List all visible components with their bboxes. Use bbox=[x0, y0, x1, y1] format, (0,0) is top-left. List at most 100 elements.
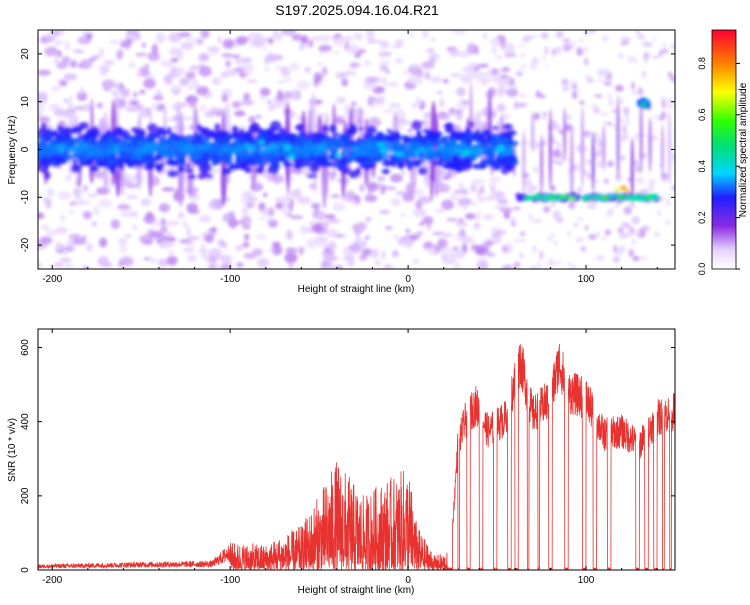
heatmap-blob bbox=[315, 155, 328, 163]
heatmap-blob bbox=[186, 202, 198, 213]
snr-frame bbox=[37, 328, 676, 571]
heatmap-blob bbox=[139, 66, 150, 77]
heatmap-blob bbox=[652, 36, 658, 41]
heatmap-blob bbox=[376, 96, 386, 105]
heatmap-blob bbox=[399, 121, 404, 132]
heatmap-blob bbox=[364, 141, 374, 149]
heatmap-blob bbox=[63, 99, 69, 103]
heatmap-blob bbox=[571, 127, 577, 132]
heatmap-blob bbox=[59, 127, 69, 132]
heatmap-blob bbox=[413, 77, 424, 86]
heatmap-blob bbox=[300, 163, 307, 168]
heatmap-blob bbox=[385, 69, 391, 74]
heatmap-blob bbox=[384, 266, 391, 269]
heatmap-blob bbox=[605, 122, 614, 126]
heatmap-blob bbox=[660, 111, 667, 120]
heatmap-blob bbox=[270, 126, 277, 133]
heatmap-blob bbox=[487, 157, 494, 168]
chart-title: S197.2025.094.16.04.R21 bbox=[275, 2, 439, 18]
heatmap-blob bbox=[412, 258, 420, 265]
heatmap-blob bbox=[631, 230, 641, 236]
heatmap-blob bbox=[397, 237, 406, 246]
heatmap-blob bbox=[187, 254, 197, 263]
heatmap-blob bbox=[426, 48, 435, 53]
heatmap-blob bbox=[519, 231, 526, 236]
heatmap-blob bbox=[264, 67, 271, 72]
heatmap-blob bbox=[236, 36, 248, 45]
heatmap-blob bbox=[395, 57, 403, 65]
heatmap-blob bbox=[254, 234, 268, 240]
heatmap-blob bbox=[256, 36, 269, 43]
heatmap-blob bbox=[477, 63, 489, 68]
heatmap-blob bbox=[85, 143, 94, 154]
heatmap-blob bbox=[102, 59, 116, 66]
heatmap-blob bbox=[412, 208, 427, 218]
heatmap-blob bbox=[460, 98, 465, 103]
heatmap-blob bbox=[600, 195, 607, 200]
heatmap-blob bbox=[510, 84, 518, 89]
heatmap-blob bbox=[542, 113, 548, 121]
heatmap-blob bbox=[103, 149, 114, 155]
heatmap-blob bbox=[405, 136, 411, 143]
heatmap-blob bbox=[608, 208, 615, 214]
heatmap-blob bbox=[161, 127, 166, 136]
heatmap-blob bbox=[267, 37, 274, 45]
heatmap-blob bbox=[59, 258, 72, 263]
heatmap-blob bbox=[580, 246, 587, 252]
heatmap-blob bbox=[471, 179, 485, 184]
heatmap-blob bbox=[422, 216, 434, 225]
heatmap-blob bbox=[624, 112, 630, 119]
heatmap-blob bbox=[364, 235, 370, 240]
heatmap-blob bbox=[618, 52, 624, 60]
heatmap-blob bbox=[584, 224, 589, 231]
heatmap-blob bbox=[448, 107, 456, 114]
heatmap-blob bbox=[379, 147, 388, 154]
heatmap-blob bbox=[543, 205, 551, 213]
heatmap-blob bbox=[476, 110, 482, 120]
heatmap-blob bbox=[378, 51, 392, 57]
heatmap-blob bbox=[199, 104, 207, 112]
heatmap-blob bbox=[505, 145, 512, 152]
heatmap-blob bbox=[485, 241, 494, 246]
heatmap-blob bbox=[176, 157, 182, 163]
heatmap-blob bbox=[316, 212, 326, 220]
snr-xlabel: Height of straight line (km) bbox=[298, 585, 415, 596]
heatmap-blob bbox=[532, 185, 538, 190]
heatmap-blob bbox=[198, 65, 212, 77]
heatmap-blob bbox=[170, 57, 179, 63]
heatmap-blob bbox=[82, 265, 89, 269]
heatmap-blob bbox=[116, 127, 124, 136]
heatmap-blob bbox=[462, 144, 469, 150]
heatmap-blob bbox=[361, 159, 373, 166]
heatmap-blob bbox=[584, 45, 589, 54]
heatmap-blob bbox=[211, 153, 219, 161]
heatmap-blob bbox=[483, 213, 494, 221]
heatmap-blob bbox=[581, 106, 584, 189]
heatmap-blob bbox=[54, 56, 59, 64]
heatmap-blob bbox=[322, 66, 328, 77]
heatmap-blob bbox=[97, 256, 110, 267]
heatmap-blob bbox=[169, 138, 175, 143]
heatmap-blob bbox=[540, 94, 546, 99]
heatmap-blob bbox=[622, 132, 629, 140]
heatmap-blob bbox=[476, 245, 489, 256]
heatmap-blob bbox=[643, 51, 650, 61]
heatmap-blob bbox=[332, 201, 346, 212]
heatmap-blob bbox=[531, 34, 538, 39]
heatmap-blob bbox=[86, 242, 93, 252]
colorbar-gradient bbox=[711, 29, 737, 270]
heatmap-blob bbox=[392, 151, 403, 157]
heatmap-blob bbox=[340, 136, 347, 142]
snr-ytick-label: 0 bbox=[20, 567, 31, 573]
heatmap-blob bbox=[334, 265, 344, 269]
heatmap-blob bbox=[300, 35, 309, 44]
heatmap-blob bbox=[129, 100, 139, 106]
heatmap-blob bbox=[225, 60, 231, 68]
heatmap-blob bbox=[190, 78, 200, 90]
heatmap-blob bbox=[38, 111, 43, 117]
heatmap-blob bbox=[587, 201, 597, 210]
heatmap-blob bbox=[103, 86, 110, 92]
heatmap-blob bbox=[667, 102, 673, 110]
heatmap-blob bbox=[209, 107, 223, 111]
